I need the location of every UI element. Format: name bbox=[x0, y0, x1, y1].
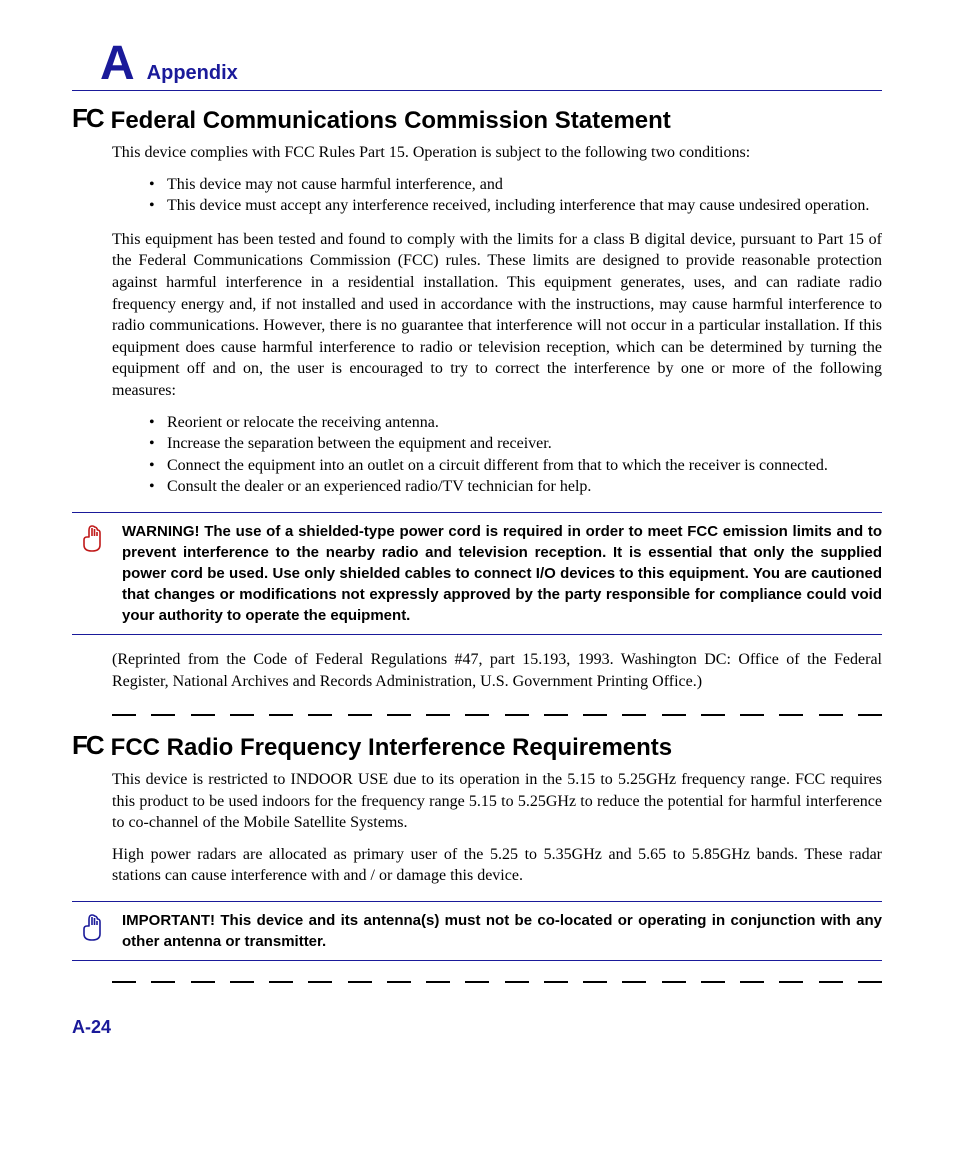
list-item: This device must accept any interference… bbox=[167, 195, 882, 217]
important-hand-icon bbox=[72, 910, 112, 942]
reprint-note: (Reprinted from the Code of Federal Regu… bbox=[112, 649, 882, 692]
section1-para2: This equipment has been tested and found… bbox=[112, 229, 882, 402]
appendix-header: A Appendix bbox=[72, 40, 882, 91]
page-number: A-24 bbox=[72, 1017, 882, 1038]
fcc-logo-icon: FC bbox=[72, 103, 103, 134]
conditions-list: This device may not cause harmful interf… bbox=[167, 174, 882, 217]
header-word: Appendix bbox=[147, 62, 238, 85]
important-callout: IMPORTANT! This device and its antenna(s… bbox=[72, 901, 882, 961]
divider-dashes bbox=[112, 975, 882, 977]
list-item: This device may not cause harmful interf… bbox=[167, 174, 882, 196]
list-item: Reorient or relocate the receiving anten… bbox=[167, 412, 882, 434]
warning-callout: WARNING! The use of a shielded-type powe… bbox=[72, 512, 882, 635]
list-item: Consult the dealer or an experienced rad… bbox=[167, 476, 882, 498]
list-item: Connect the equipment into an outlet on … bbox=[167, 455, 882, 477]
section2-heading-row: FC FCC Radio Frequency Interference Requ… bbox=[72, 732, 882, 763]
measures-list: Reorient or relocate the receiving anten… bbox=[167, 412, 882, 498]
section2-title: FCC Radio Frequency Interference Require… bbox=[111, 734, 672, 762]
important-text: IMPORTANT! This device and its antenna(s… bbox=[112, 910, 882, 952]
section2-para1: This device is restricted to INDOOR USE … bbox=[112, 769, 882, 834]
header-letter: A bbox=[100, 40, 135, 88]
warning-text: WARNING! The use of a shielded-type powe… bbox=[112, 521, 882, 626]
warning-hand-icon bbox=[72, 521, 112, 553]
list-item: Increase the separation between the equi… bbox=[167, 433, 882, 455]
section2-para2: High power radars are allocated as prima… bbox=[112, 844, 882, 887]
divider-dashes bbox=[112, 708, 882, 710]
section1-intro: This device complies with FCC Rules Part… bbox=[112, 142, 882, 164]
section1-heading-row: FC Federal Communications Commission Sta… bbox=[72, 105, 882, 136]
section1-title: Federal Communications Commission Statem… bbox=[111, 107, 671, 135]
fcc-logo-icon: FC bbox=[72, 730, 103, 761]
